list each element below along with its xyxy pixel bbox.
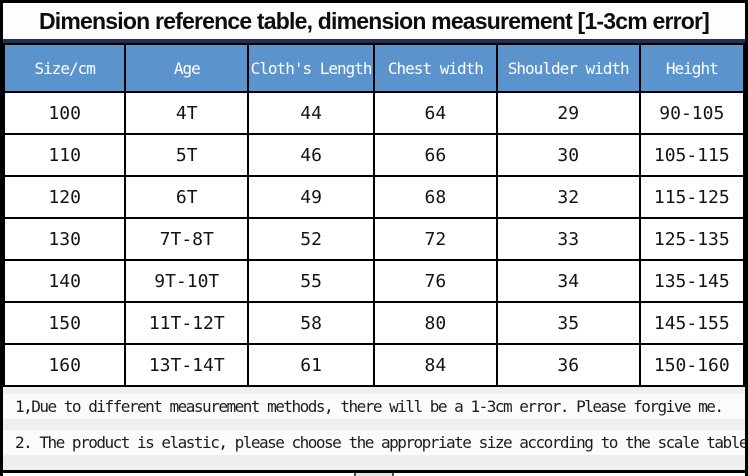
table-cell: 11T-12T [124, 301, 250, 345]
column-header-size: Size/cm [2, 43, 127, 93]
table-cell: 64 [372, 91, 498, 135]
table-cell: 90-105 [638, 91, 746, 135]
table-cell: 36 [495, 343, 641, 387]
table-row: 120 6T 49 68 32 115-125 [2, 175, 746, 219]
table-cell: 46 [247, 133, 375, 177]
table-row: 110 5T 46 66 30 105-115 [2, 133, 746, 177]
table-cell: 6T [124, 175, 250, 219]
table-cell: 5T [124, 133, 250, 177]
table-cell: 34 [495, 259, 641, 303]
table-cell: 7T-8T [124, 217, 250, 261]
table-row: 130 7T-8T 52 72 33 125-135 [2, 217, 746, 261]
table-cell: 160 [2, 343, 127, 387]
footer-note-2: 2. The product is elastic, please choose… [3, 430, 745, 455]
table-cell: 110 [2, 133, 127, 177]
table-row: 150 11T-12T 58 80 35 145-155 [2, 301, 746, 345]
table-cell: 35 [495, 301, 641, 345]
table-cell: 33 [495, 217, 641, 261]
page-title-text: Dimension reference table, dimension mea… [38, 7, 710, 34]
partial-table-cell [354, 473, 394, 476]
table-header-row: Size/cm Age Cloth's Length Chest width S… [2, 43, 746, 93]
table-cell: 72 [372, 217, 498, 261]
table-cell: 61 [247, 343, 375, 387]
table-row: 160 13T-14T 61 84 36 150-160 [2, 343, 746, 387]
table-cell: 49 [247, 175, 375, 219]
table-cell: 13T-14T [124, 343, 250, 387]
column-header-cloth-length: Cloth's Length [247, 43, 375, 93]
table-cell: 125-135 [638, 217, 746, 261]
table-cell: 44 [247, 91, 375, 135]
table-cell: 105-115 [638, 133, 746, 177]
table-row: 140 9T-10T 55 76 34 135-145 [2, 259, 746, 303]
table-cell: 58 [247, 301, 375, 345]
table-cell: 32 [495, 175, 641, 219]
column-header-height: Height [638, 43, 746, 93]
table-cell: 140 [2, 259, 127, 303]
table-cell: 29 [495, 91, 641, 135]
footer-notes: 1,Due to different measurement methods, … [3, 387, 745, 473]
table-cell: 66 [372, 133, 498, 177]
partial-next-table [3, 473, 745, 476]
table-cell: 130 [2, 217, 127, 261]
table-cell: 68 [372, 175, 498, 219]
footer-note-1: 1,Due to different measurement methods, … [3, 394, 745, 419]
table-cell: 115-125 [638, 175, 746, 219]
table-cell: 80 [372, 301, 498, 345]
table-body: 100 4T 44 64 29 90-105 110 5T 46 66 30 105-115 120 6T… [2, 91, 746, 387]
table-cell: 30 [495, 133, 641, 177]
column-header-age: Age [124, 43, 250, 93]
table-row: 100 4T 44 64 29 90-105 [2, 91, 746, 135]
column-header-chest-width: Chest width [372, 43, 498, 93]
table-cell: 52 [247, 217, 375, 261]
table-cell: 120 [2, 175, 127, 219]
table-cell: 150 [2, 301, 127, 345]
table-cell: 100 [2, 91, 127, 135]
table-cell: 55 [247, 259, 375, 303]
table-cell: 76 [372, 259, 498, 303]
table-cell: 135-145 [638, 259, 746, 303]
table-cell: 145-155 [638, 301, 746, 345]
table-cell: 150-160 [638, 343, 746, 387]
page-title: Dimension reference table, dimension mea… [3, 3, 745, 39]
table-cell: 9T-10T [124, 259, 250, 303]
table-cell: 4T [124, 91, 250, 135]
title-divider [3, 39, 745, 43]
table-cell: 84 [372, 343, 498, 387]
column-header-shoulder-width: Shoulder width [495, 43, 641, 93]
size-table: Size/cm Age Cloth's Length Chest width S… [2, 43, 746, 387]
